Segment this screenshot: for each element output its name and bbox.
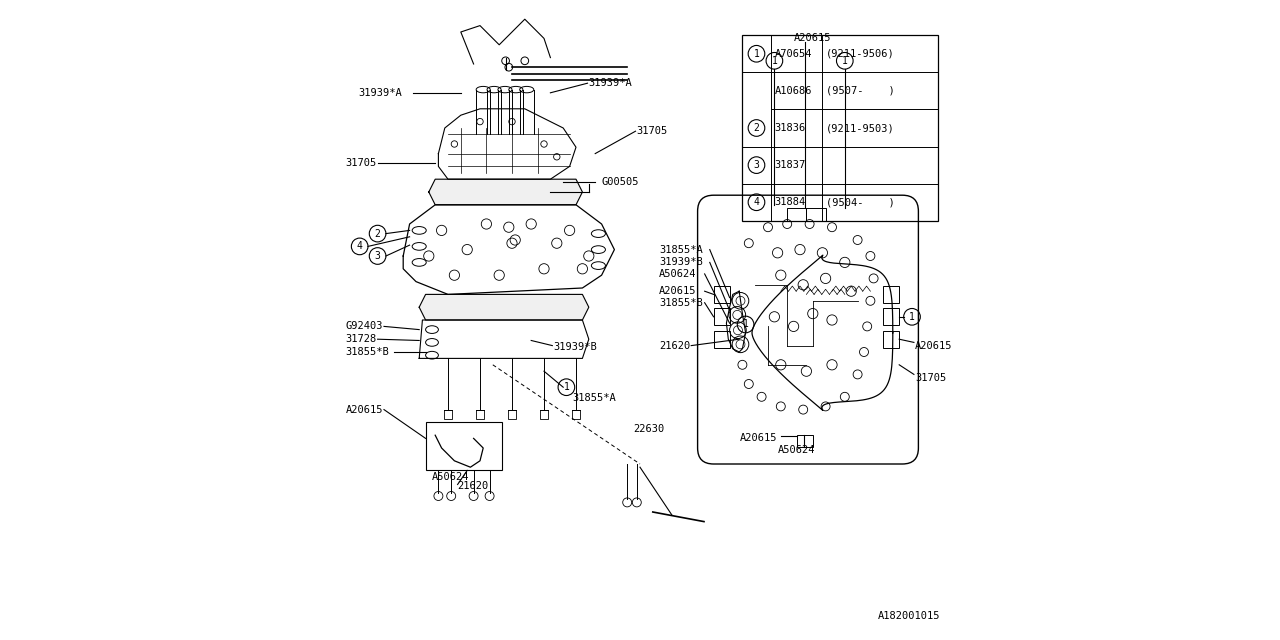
Text: A70654: A70654 (774, 49, 812, 59)
Bar (714, 308, 730, 325)
Bar (540, 410, 549, 419)
Text: (9507-    ): (9507- ) (826, 86, 895, 96)
Bar (571, 410, 581, 419)
Text: 31939*A: 31939*A (589, 78, 632, 88)
Text: 1: 1 (909, 312, 915, 322)
Text: A20615: A20615 (794, 33, 831, 44)
Text: A50624: A50624 (659, 269, 696, 279)
Text: A50624: A50624 (777, 445, 815, 455)
Text: G92403: G92403 (346, 321, 383, 332)
Text: 31705: 31705 (637, 126, 668, 136)
Text: 31939*B: 31939*B (659, 257, 703, 268)
Text: A20615: A20615 (915, 340, 952, 351)
Text: A182001015: A182001015 (878, 611, 941, 621)
Bar (883, 286, 900, 303)
Text: 1: 1 (772, 56, 777, 66)
Bar (476, 410, 485, 419)
Bar (806, 208, 826, 221)
Text: A50624: A50624 (433, 472, 470, 482)
Text: 22630: 22630 (634, 424, 664, 434)
Text: A20615: A20615 (659, 286, 696, 296)
Text: A20615: A20615 (740, 433, 777, 443)
Text: G00505: G00505 (602, 177, 639, 188)
Text: 1: 1 (754, 49, 759, 59)
Text: 31884: 31884 (774, 197, 805, 207)
Text: 21620: 21620 (659, 340, 690, 351)
Text: 3: 3 (754, 160, 759, 170)
Text: 31837: 31837 (774, 160, 805, 170)
Bar (714, 331, 730, 348)
Bar (883, 308, 900, 325)
Text: 2: 2 (375, 228, 380, 239)
Text: 1: 1 (842, 56, 847, 66)
Text: 31836: 31836 (774, 123, 805, 133)
Bar (742, 35, 938, 221)
Text: 31705: 31705 (915, 372, 946, 383)
Text: 3: 3 (375, 251, 380, 261)
Text: 31939*B: 31939*B (554, 342, 598, 352)
Text: 2: 2 (754, 123, 759, 133)
Text: 31939*A: 31939*A (358, 88, 402, 98)
Text: 31855*A: 31855*A (659, 244, 703, 255)
Polygon shape (429, 179, 582, 205)
Text: (9504-    ): (9504- ) (826, 197, 895, 207)
Text: 31855*B: 31855*B (659, 298, 703, 308)
Text: 4: 4 (357, 241, 362, 252)
Text: A20615: A20615 (346, 404, 383, 415)
Polygon shape (420, 294, 589, 320)
Text: 31728: 31728 (346, 334, 376, 344)
Bar (883, 331, 900, 348)
Bar (796, 435, 813, 447)
Text: 4: 4 (754, 197, 759, 207)
Text: (9211-9506): (9211-9506) (826, 49, 895, 59)
Bar (444, 410, 453, 419)
Text: A10686: A10686 (774, 86, 812, 96)
Text: 31855*A: 31855*A (573, 393, 617, 403)
Text: 1: 1 (563, 382, 570, 392)
Bar (425, 422, 503, 470)
Bar (787, 208, 806, 221)
Text: 21620: 21620 (458, 481, 489, 492)
Bar (714, 286, 730, 303)
Text: 1: 1 (742, 319, 749, 330)
Text: (9211-9503): (9211-9503) (826, 123, 895, 133)
Bar (507, 410, 517, 419)
Text: 31705: 31705 (346, 158, 376, 168)
Text: 31855*B: 31855*B (346, 347, 389, 357)
